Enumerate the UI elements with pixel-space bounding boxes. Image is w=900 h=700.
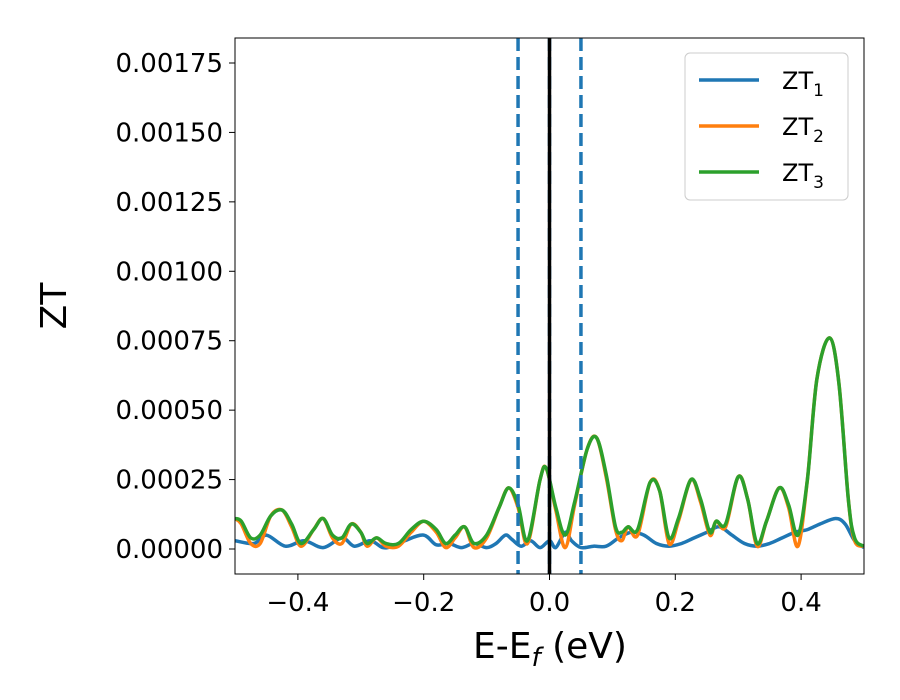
legend-label-sub: 1 bbox=[813, 81, 824, 101]
legend-label-sub: 3 bbox=[813, 173, 824, 193]
y-tick-label: 0.00150 bbox=[115, 118, 223, 148]
x-tick-label: −0.4 bbox=[266, 588, 329, 618]
legend-label-main: ZT bbox=[782, 159, 813, 187]
y-tick-label: 0.00050 bbox=[115, 396, 223, 426]
x-axis-title-unit: (eV) bbox=[541, 626, 627, 667]
y-axis-title: ZT bbox=[34, 282, 75, 330]
legend-label-3: ZT3 bbox=[782, 159, 824, 193]
x-tick-label: 0.2 bbox=[655, 588, 696, 618]
legend-label-2: ZT2 bbox=[782, 113, 824, 147]
plot-area bbox=[235, 38, 864, 574]
x-tick-label: 0.0 bbox=[529, 588, 570, 618]
legend-box bbox=[684, 52, 849, 201]
x-axis: −0.4 −0.2 0.0 0.2 0.4 bbox=[266, 574, 822, 618]
y-tick-label: 0.00025 bbox=[115, 466, 223, 496]
legend-label-1: ZT1 bbox=[782, 67, 824, 101]
x-tick-label: 0.4 bbox=[780, 588, 821, 618]
series-3-line bbox=[235, 336, 864, 548]
y-tick-label: 0.00075 bbox=[115, 327, 223, 357]
y-tick-label: 0.00100 bbox=[115, 257, 223, 287]
y-tick-label: 0.00125 bbox=[115, 188, 223, 218]
x-axis-title-main: E-E bbox=[473, 626, 531, 667]
x-tick-label: −0.2 bbox=[392, 588, 455, 618]
y-tick-label: 0.00000 bbox=[115, 535, 223, 565]
legend-label-sub: 2 bbox=[813, 127, 824, 147]
legend-label-main: ZT bbox=[782, 67, 813, 95]
y-axis: 0.00000 0.00025 0.00050 0.00075 0.00100 0.001… bbox=[115, 49, 235, 565]
legend-label-main: ZT bbox=[782, 113, 813, 141]
x-axis-title: E-Ef (eV) bbox=[473, 626, 627, 673]
y-tick-label: 0.00175 bbox=[115, 49, 223, 79]
